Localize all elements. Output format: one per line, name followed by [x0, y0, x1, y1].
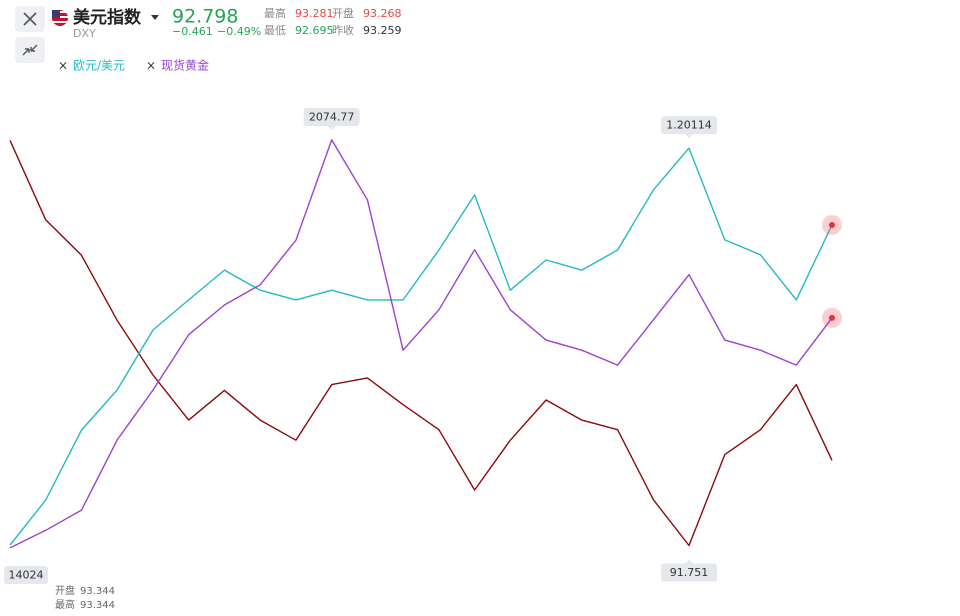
callout-pointer — [685, 134, 694, 139]
stat-value: 92.695 — [295, 24, 334, 37]
legend: × 欧元/美元 × 现货黄金 — [58, 58, 209, 73]
stat-label: 最低 — [264, 24, 286, 37]
tooltip-label: 开盘 — [55, 584, 75, 597]
stat-value: 93.259 — [363, 24, 402, 37]
stat-value: 93.281 — [295, 7, 334, 20]
plot: 91.751 1.20114 2074.77 14024 开盘 93.344 最高 93.34… — [4, 107, 842, 611]
callout-label: 2074.77 — [309, 110, 355, 123]
stat-label: 开盘 — [332, 6, 354, 20]
callout-box — [661, 563, 718, 582]
stat-label: 昨收 — [332, 23, 354, 37]
instrument-code: DXY — [73, 27, 96, 40]
legend-remove: × — [58, 59, 68, 73]
shrink-button[interactable] — [15, 37, 45, 63]
end-marker — [829, 222, 835, 229]
legend-remove: × — [146, 59, 156, 73]
series-line — [9, 140, 833, 547]
callout-box — [303, 107, 360, 126]
tooltip-value: 93.344 — [80, 586, 115, 597]
change: −0.461 — [172, 25, 213, 38]
close-icon — [23, 12, 37, 26]
end-marker — [829, 314, 835, 321]
dropdown-caret[interactable] — [151, 15, 159, 20]
callout-pointer — [685, 559, 694, 564]
tooltip-value: 93.344 — [80, 600, 115, 611]
callout-label: 91.751 — [670, 566, 709, 579]
callout-pointer — [327, 125, 336, 130]
price: 92.798 — [172, 6, 238, 28]
legend-entry: 现货黄金 — [161, 58, 209, 73]
legend-entry: 欧元/美元 — [73, 59, 125, 73]
callout-box — [661, 116, 718, 135]
stat-label: 最高 — [264, 6, 286, 20]
instrument-name[interactable]: 美元指数 — [73, 7, 142, 28]
change-pct: −0.49% — [217, 25, 261, 38]
crosshair-date: 14024 — [9, 569, 44, 582]
crosshair-date-box — [4, 566, 48, 584]
series-line — [9, 139, 833, 549]
stat-value: 93.268 — [363, 7, 402, 20]
shrink-icon — [22, 44, 38, 56]
callout-label: 1.20114 — [666, 119, 712, 132]
flag — [52, 10, 68, 26]
series-line — [9, 147, 833, 546]
tooltip-label: 最高 — [55, 598, 75, 611]
